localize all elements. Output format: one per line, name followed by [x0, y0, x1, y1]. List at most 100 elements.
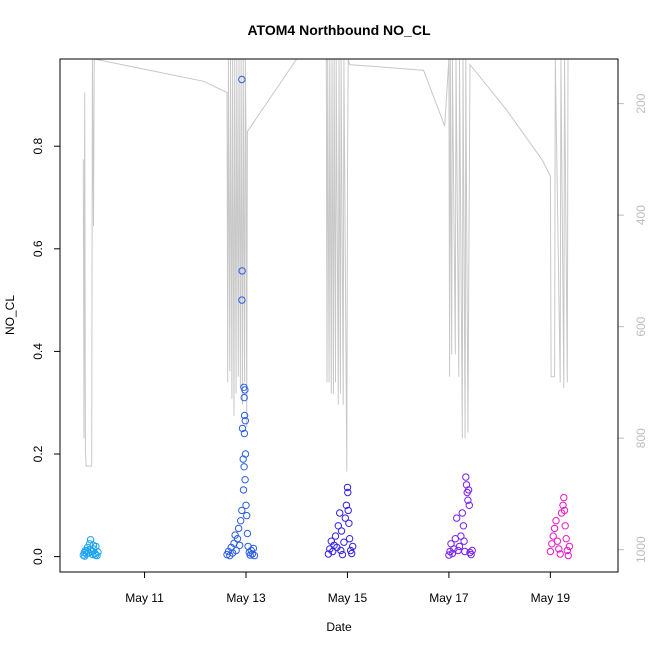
- data-point: [565, 542, 574, 551]
- data-point: [556, 550, 564, 558]
- y2-axis: 200 400 600 800 1000: [618, 93, 648, 563]
- y2-tick-label: 200: [634, 93, 648, 113]
- series-3: [324, 483, 357, 559]
- x-tick-label: May 11: [125, 591, 164, 605]
- data-point: [458, 509, 466, 517]
- x-tick-label: May 15: [328, 591, 368, 605]
- x-tick-label: May 17: [429, 591, 469, 605]
- data-point: [250, 551, 259, 560]
- data-point: [234, 524, 243, 533]
- data-point: [462, 481, 471, 489]
- data-point: [334, 522, 342, 530]
- data-point: [243, 511, 251, 520]
- data-point: [238, 267, 246, 275]
- y-tick-label: 0.6: [31, 240, 45, 257]
- data-point: [462, 473, 470, 481]
- secondary-line-layer: [82, 59, 569, 472]
- y-axis: 0.0 0.2 0.4 0.6 0.8: [31, 138, 60, 565]
- series-2: [223, 75, 259, 560]
- data-point: [342, 501, 351, 509]
- data-point: [461, 547, 469, 556]
- data-point: [247, 546, 256, 555]
- data-point: [550, 524, 559, 533]
- y-tick-label: 0.0: [31, 548, 45, 565]
- data-point: [553, 537, 562, 545]
- data-point: [337, 546, 345, 555]
- series-4: [445, 473, 476, 559]
- data-point: [240, 429, 249, 438]
- y-tick-label: 0.2: [31, 445, 45, 462]
- data-point: [564, 551, 572, 560]
- data-point: [467, 550, 475, 559]
- data-point: [81, 552, 89, 560]
- data-point: [238, 75, 246, 84]
- data-point: [232, 546, 240, 555]
- plot-frame: [59, 58, 619, 573]
- y-axis-label: NO_CL: [3, 295, 17, 335]
- data-point: [237, 517, 245, 525]
- data-point: [236, 541, 244, 549]
- data-point: [348, 549, 356, 558]
- y2-tick-label: 400: [634, 205, 648, 225]
- data-point: [345, 535, 354, 543]
- data-point: [233, 535, 242, 543]
- data-point: [454, 546, 462, 555]
- series-1: [79, 536, 102, 560]
- data-point: [240, 463, 248, 471]
- y2-tick-label: 800: [634, 428, 648, 448]
- data-point: [445, 551, 453, 559]
- data-point: [464, 496, 472, 504]
- data-point: [468, 546, 476, 555]
- data-point: [459, 522, 468, 530]
- y2-tick-label: 1000: [634, 536, 648, 563]
- data-point: [341, 514, 349, 522]
- data-point: [344, 506, 352, 515]
- data-point: [238, 296, 246, 304]
- data-point: [91, 551, 100, 559]
- data-point: [238, 506, 246, 515]
- data-point: [241, 386, 249, 394]
- data-point: [241, 417, 250, 425]
- data-point: [240, 411, 249, 420]
- x-axis-label: Date: [326, 620, 352, 634]
- data-point: [453, 514, 461, 522]
- data-point: [343, 483, 352, 492]
- data-point: [560, 506, 569, 515]
- data-point: [464, 486, 473, 494]
- data-point: [344, 488, 352, 497]
- data-point: [338, 550, 347, 559]
- data-point: [563, 546, 571, 555]
- data-point: [552, 517, 560, 525]
- data-point: [249, 544, 258, 553]
- y-tick-label: 0.4: [31, 343, 45, 360]
- points-layer: [79, 75, 574, 560]
- data-point: [560, 493, 568, 502]
- data-point: [457, 532, 465, 540]
- y-tick-label: 0.8: [31, 138, 45, 155]
- data-point: [331, 532, 340, 540]
- data-point: [240, 393, 248, 402]
- data-point: [546, 547, 555, 556]
- data-point: [89, 541, 98, 549]
- data-point: [239, 486, 248, 494]
- data-point: [549, 532, 557, 540]
- data-point: [243, 529, 252, 538]
- data-point: [460, 537, 468, 545]
- data-point: [241, 450, 250, 458]
- data-point: [559, 501, 567, 509]
- x-tick-label: May 19: [531, 591, 571, 605]
- x-tick-label: May 13: [226, 591, 266, 605]
- data-point: [455, 542, 464, 551]
- x-axis: May 11 May 13 May 15 May 17 May 19: [125, 572, 570, 605]
- data-point: [324, 550, 333, 558]
- data-point: [561, 522, 569, 530]
- data-point: [241, 476, 249, 484]
- y2-tick-label: 600: [634, 316, 648, 336]
- series-5: [546, 493, 574, 560]
- data-point: [448, 549, 457, 558]
- data-point: [85, 540, 94, 548]
- data-point: [248, 550, 257, 558]
- secondary-series-line: [82, 59, 569, 472]
- data-point: [242, 501, 250, 509]
